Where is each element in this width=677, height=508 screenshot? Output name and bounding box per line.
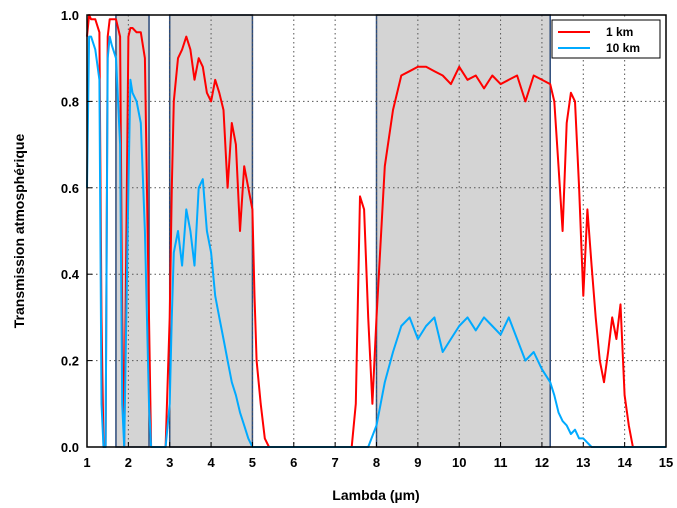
- x-tick-labels: 1 2 3 4 5 6 7 8 9 10 11 12 13 14 15: [83, 442, 673, 470]
- legend-label-1km: 1 km: [606, 25, 633, 39]
- series-lines: [86, 14, 666, 448]
- series-line-1km: [86, 14, 666, 448]
- y-axis-label: Transmission atmosphérique: [11, 134, 27, 329]
- x-tick-label: 15: [659, 455, 673, 470]
- y-tick-label: 0.2: [61, 354, 79, 369]
- x-tick-label: 1: [83, 455, 90, 470]
- y-tick-label: 1.0: [61, 8, 79, 23]
- series-line-10km: [86, 35, 666, 448]
- shaded-band-3: [375, 14, 551, 448]
- y-tick-label: 0.0: [61, 440, 79, 455]
- x-tick-label: 9: [414, 455, 421, 470]
- x-tick-label: 3: [166, 455, 173, 470]
- x-axis-label: Lambda (µm): [332, 487, 419, 503]
- x-tick-label: 6: [290, 455, 297, 470]
- y-tick-labels: 0.0 0.2 0.4 0.6 0.8 1.0: [61, 8, 92, 455]
- legend-box: [551, 19, 661, 59]
- x-tick-label: 13: [576, 455, 590, 470]
- legend-label-10km: 10 km: [606, 41, 640, 55]
- x-tick-label: 10: [452, 455, 466, 470]
- x-tick-label: 4: [207, 455, 215, 470]
- legend: 1 km 10 km: [551, 19, 661, 59]
- x-tick-label: 7: [332, 455, 339, 470]
- x-tick-label: 5: [249, 455, 256, 470]
- x-tick-label: 11: [494, 455, 508, 470]
- y-tick-label: 0.8: [61, 94, 79, 109]
- x-tick-label: 14: [617, 455, 632, 470]
- x-tick-label: 12: [535, 455, 549, 470]
- x-tick-label: 8: [373, 455, 380, 470]
- y-tick-label: 0.4: [61, 267, 80, 282]
- y-tick-label: 0.6: [61, 181, 79, 196]
- x-tick-label: 2: [125, 455, 132, 470]
